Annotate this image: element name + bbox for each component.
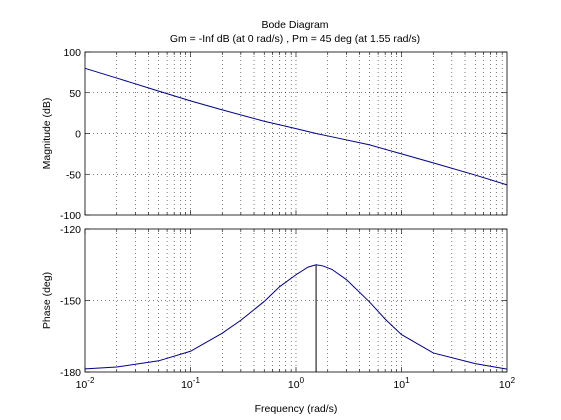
y-tick-label: -180: [60, 367, 81, 379]
magnitude-panel: -100 -50 0 50 100 Magnitude (dB): [41, 47, 508, 222]
phase-y-tick-labels: -180 -150 -120: [60, 224, 81, 379]
phase-ticks: [84, 228, 507, 373]
y-tick-label: -50: [66, 169, 81, 181]
y-tick-label: 0: [75, 129, 81, 141]
chart-title: Bode Diagram: [261, 19, 328, 31]
phase-plot-area: [85, 229, 507, 372]
magnitude-axes-frame: [84, 51, 508, 216]
y-tick-label: -120: [60, 224, 81, 236]
magnitude-y-label: Magnitude (dB): [41, 98, 53, 170]
phase-axes-frame: [84, 228, 508, 373]
y-tick-label: -100: [60, 210, 81, 222]
x-axis-label: Frequency (rad/s): [255, 403, 338, 415]
phase-y-label: Phase (deg): [41, 272, 53, 329]
magnitude-series-line: [84, 67, 508, 186]
magnitude-ticks: [84, 51, 507, 216]
y-tick-label: 50: [69, 88, 81, 100]
phase-panel: -180-150-120 10-2 10-1 100 101 102 Phase (de…: [41, 224, 516, 415]
magnitude-y-tick-labels: -100 -50 0 50 100: [60, 47, 81, 222]
y-tick-label: -150: [60, 296, 81, 308]
y-tick-label: 100: [63, 47, 81, 59]
chart-subtitle: Gm = -Inf dB (at 0 rad/s) , Pm = 45 deg …: [170, 33, 420, 45]
phase-series-line: [84, 264, 508, 370]
magnitude-plot-area: [85, 52, 507, 215]
